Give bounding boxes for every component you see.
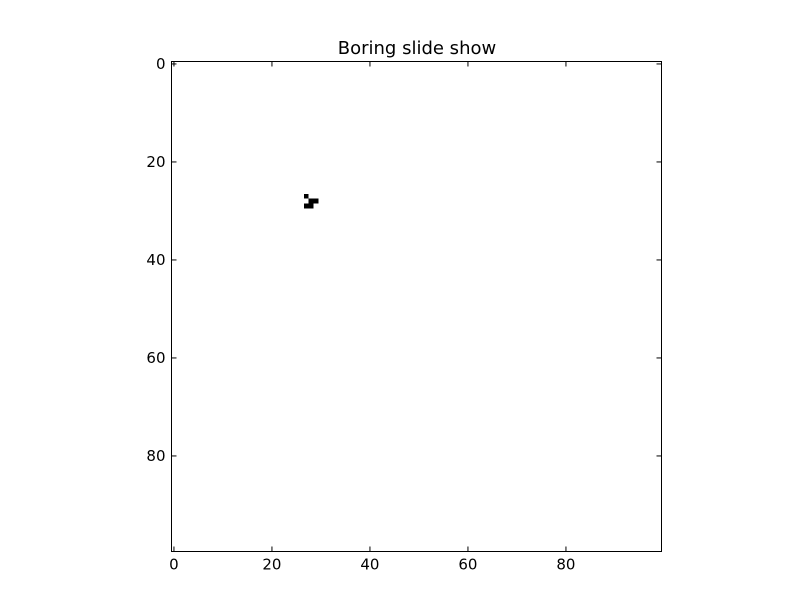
plot-background bbox=[171, 61, 662, 552]
image-cell bbox=[303, 193, 309, 199]
y-tick-label: 20 bbox=[146, 153, 165, 171]
x-tick-label: 60 bbox=[458, 556, 477, 574]
x-tick-label: 40 bbox=[360, 556, 379, 574]
plot-frame bbox=[171, 61, 662, 552]
plot-area: 0 20 40 60 80 0 20 40 60 80 bbox=[146, 55, 662, 574]
x-tick-label: 0 bbox=[169, 556, 179, 574]
y-tick-label: 40 bbox=[146, 251, 165, 269]
y-tick-label: 0 bbox=[156, 55, 166, 73]
y-tick-label: 60 bbox=[146, 349, 165, 367]
image-cells bbox=[303, 193, 319, 209]
image-cell bbox=[308, 203, 314, 209]
x-tick-label: 80 bbox=[556, 556, 575, 574]
image-cell bbox=[308, 198, 314, 204]
chart-title: Boring slide show bbox=[338, 38, 496, 59]
x-tick-label: 20 bbox=[262, 556, 281, 574]
y-tick-label: 80 bbox=[146, 447, 165, 465]
x-axis-ticks: 0 20 40 60 80 bbox=[169, 61, 575, 574]
y-axis-ticks: 0 20 40 60 80 bbox=[146, 55, 662, 465]
image-cell bbox=[303, 203, 309, 209]
image-cell bbox=[313, 198, 319, 204]
